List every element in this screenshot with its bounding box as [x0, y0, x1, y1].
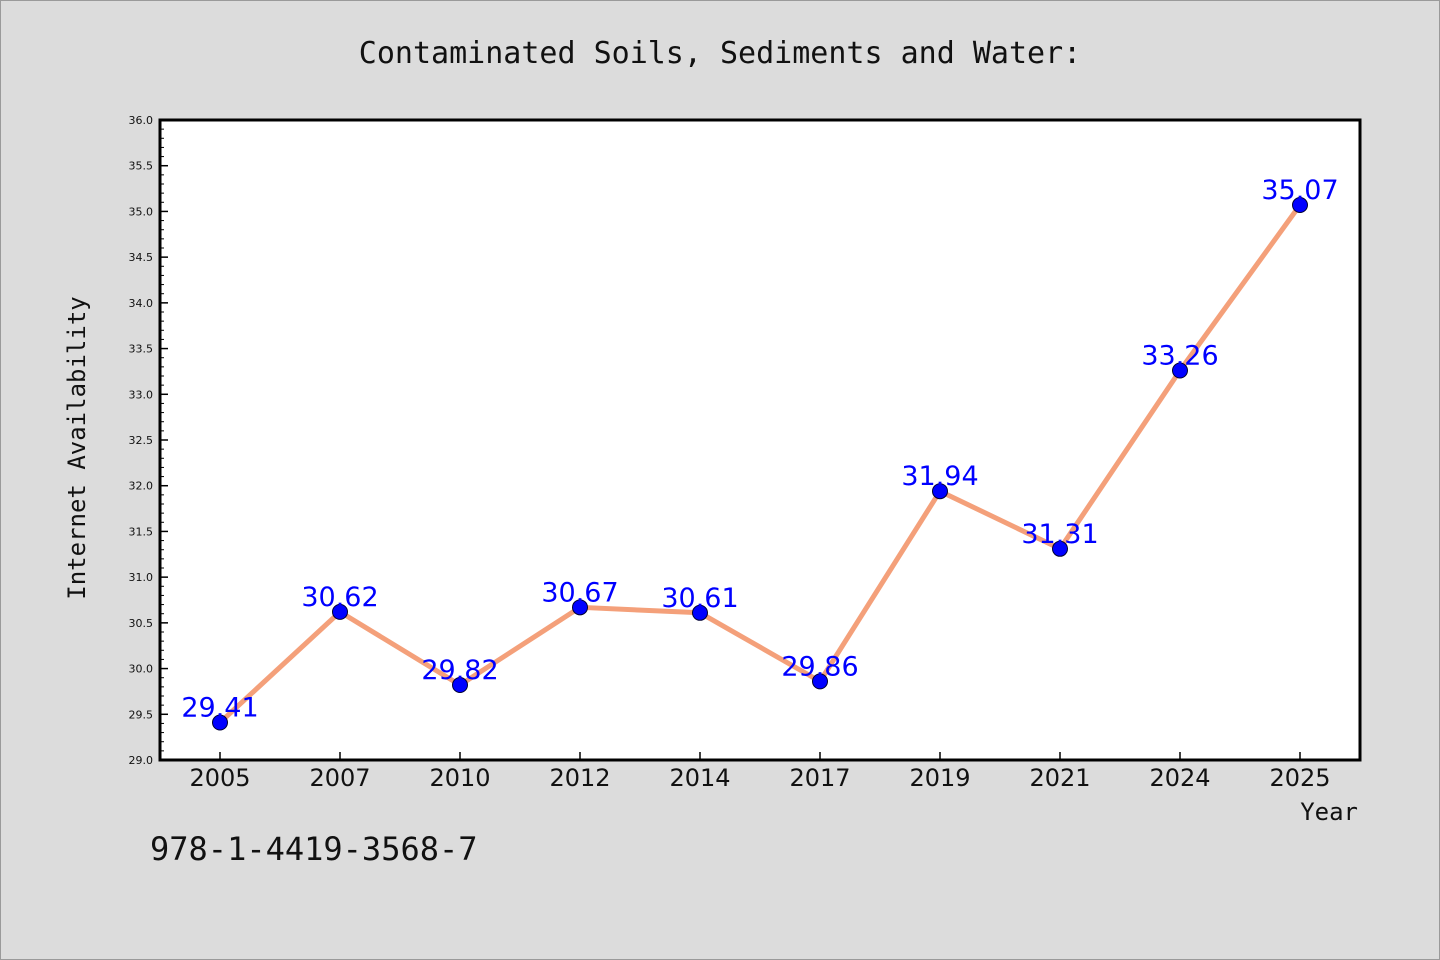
- data-point: [1172, 362, 1188, 379]
- x-tick-label: 2010: [429, 764, 490, 792]
- data-point: [572, 599, 588, 616]
- data-label: 29.41: [181, 693, 258, 724]
- data-point: [212, 714, 228, 731]
- data-label: 30.62: [301, 582, 378, 613]
- y-tick-label: 34.0: [129, 297, 154, 310]
- x-tick-label: 2007: [309, 764, 370, 792]
- y-tick-label: 31.5: [129, 525, 154, 538]
- data-label: 33.26: [1141, 341, 1218, 372]
- x-tick-label: 2025: [1269, 764, 1330, 792]
- data-markers: [212, 197, 1308, 731]
- data-label: 35.07: [1261, 175, 1338, 206]
- x-axis-title: Year: [1300, 798, 1358, 826]
- x-axis: 2005 2007 2010 2012 2014 2017 2019 2021 2024 2025: [189, 752, 1331, 792]
- data-point: [1292, 197, 1308, 214]
- data-label: 29.86: [781, 651, 858, 682]
- y-tick-label: 30.5: [129, 617, 154, 630]
- y-tick-label: 31.0: [129, 571, 154, 584]
- data-point: [812, 673, 828, 690]
- x-tick-label: 2021: [1029, 764, 1090, 792]
- y-axis: 29.0 29.5 30.0 30.5 31.0 31.5 32.0 32.5 33.0 33.5…: [129, 114, 168, 767]
- x-tick-label: 2012: [549, 764, 610, 792]
- y-tick-label: 29.0: [129, 754, 154, 767]
- x-tick-label: 2024: [1149, 764, 1210, 792]
- y-tick-label: 32.0: [129, 480, 154, 493]
- x-tick-label: 2019: [909, 764, 970, 792]
- y-tick-label: 30.0: [129, 663, 154, 676]
- plot-area: [160, 120, 1360, 760]
- plot-border: [158, 118, 1362, 762]
- data-point: [452, 677, 468, 694]
- y-tick-label: 36.0: [129, 114, 154, 127]
- data-label: 30.61: [661, 583, 738, 614]
- y-tick-label: 32.5: [129, 434, 154, 447]
- y-tick-label: 33.0: [129, 388, 154, 401]
- y-tick-label: 35.5: [129, 160, 154, 173]
- data-point: [692, 604, 708, 621]
- y-tick-label: 35.0: [129, 205, 154, 218]
- x-tick-label: 2017: [789, 764, 850, 792]
- isbn-text: 978-1-4419-3568-7: [150, 830, 478, 868]
- y-tick-label: 29.5: [129, 708, 154, 721]
- data-point: [932, 483, 948, 500]
- series-line: [217, 202, 1303, 726]
- chart-title: Contaminated Soils, Sediments and Water:: [359, 36, 1081, 71]
- x-tick-label: 2005: [189, 764, 250, 792]
- data-label: 31.31: [1021, 519, 1098, 550]
- data-label: 30.67: [541, 577, 618, 608]
- y-axis-title: Internet Availability: [63, 296, 91, 599]
- data-point: [332, 603, 348, 620]
- data-point: [1052, 540, 1068, 557]
- x-tick-label: 2014: [669, 764, 730, 792]
- data-label: 29.82: [421, 655, 498, 686]
- y-tick-label: 33.5: [129, 343, 154, 356]
- data-label: 31.94: [901, 461, 978, 492]
- data-labels: 29.41 30.62 29.82 30.67 30.61 29.86 31.94 31.31…: [181, 175, 1338, 723]
- y-tick-label: 34.5: [129, 251, 154, 264]
